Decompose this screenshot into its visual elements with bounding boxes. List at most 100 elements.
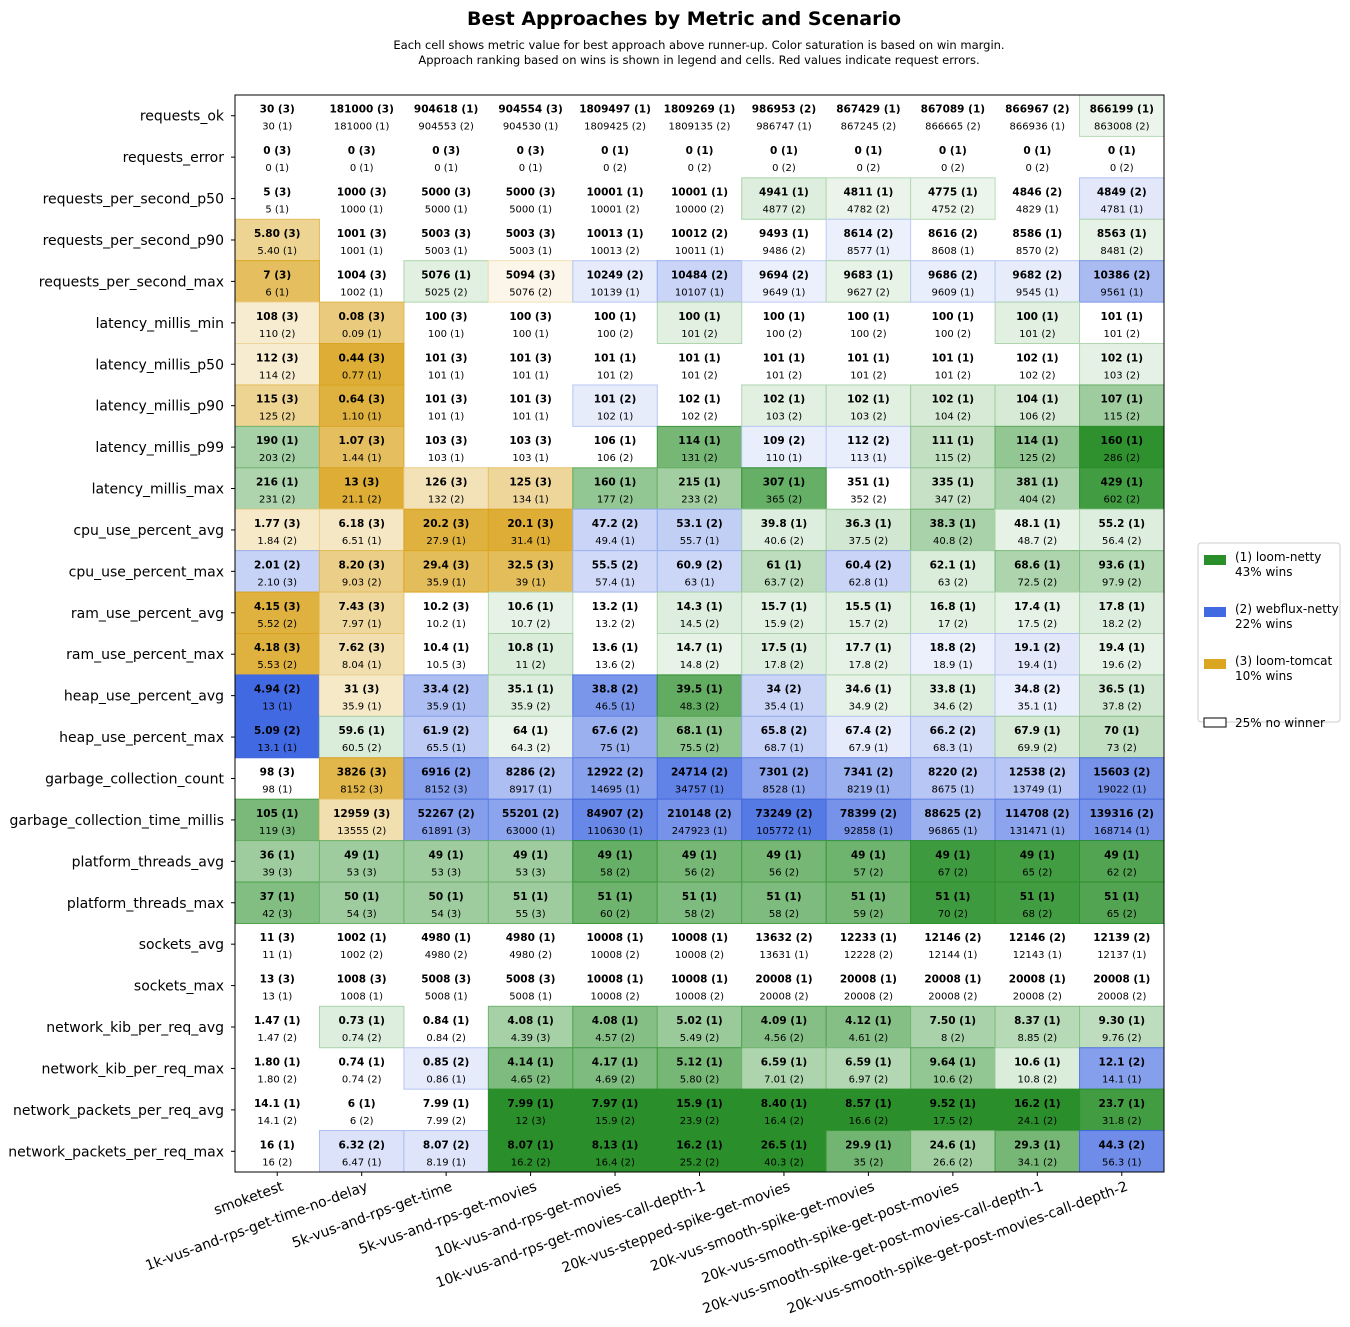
heatmap-cell: 0.73 (1) 0.74 (2) (318, 1005, 405, 1049)
cell-winner-value: 19.1 (2) (1014, 642, 1060, 654)
cell-winner-value: 8286 (2) (506, 766, 556, 778)
heatmap-cell: 14.3 (1) 14.5 (2) (656, 591, 743, 634)
cell-winner-value: 139316 (2) (1090, 808, 1154, 820)
cell-runner-up-value: 1.84 (2) (257, 536, 297, 547)
heatmap-cell: 4.09 (1) 4.56 (2) (741, 1005, 827, 1049)
heatmap-cell: 37 (1) 42 (3) (234, 881, 320, 924)
cell-winner-value: 190 (1) (256, 435, 298, 447)
cell-winner-value: 5003 (3) (506, 228, 556, 240)
cell-runner-up-value: 100 (1) (512, 329, 549, 340)
cell-background (403, 757, 489, 800)
heatmap-cell: 5.12 (1) 5.80 (2) (656, 1047, 743, 1090)
cell-winner-value: 67.9 (1) (1014, 725, 1060, 737)
cell-background (1079, 881, 1165, 924)
cell-runner-up-value: 102 (2) (1019, 370, 1056, 381)
cell-background (487, 467, 574, 510)
cell-runner-up-value: 1.44 (1) (342, 453, 382, 464)
cell-background (1079, 1088, 1165, 1132)
cell-background (994, 1047, 1081, 1090)
cell-winner-value: 100 (1) (763, 311, 805, 323)
cell-runner-up-value: 34757 (1) (675, 784, 724, 795)
cell-runner-up-value: 8570 (2) (1016, 246, 1059, 257)
cell-winner-value: 8.40 (1) (761, 1098, 807, 1110)
cell-runner-up-value: 10001 (2) (590, 205, 639, 216)
cell-runner-up-value: 6.51 (1) (342, 536, 382, 547)
cell-winner-value: 49 (1) (682, 849, 717, 861)
cell-runner-up-value: 35.4 (1) (764, 702, 804, 713)
heatmap-cell: 30 (3) 30 (1) (260, 104, 295, 133)
cell-background (741, 467, 827, 510)
heatmap-cell: 17.5 (1) 17.8 (2) (741, 633, 827, 676)
cell-runner-up-value: 73 (2) (1107, 743, 1137, 754)
heatmap-cell: 866967 (2) 866936 (1) (1005, 104, 1069, 133)
cell-background (1079, 633, 1165, 676)
cell-background (656, 1088, 743, 1132)
heatmap-cell: 0 (3) 0 (1) (517, 145, 545, 174)
cell-background (656, 425, 743, 469)
heatmap-cell: 160 (1) 286 (2) (1079, 425, 1165, 469)
cell-runner-up-value: 40.3 (2) (764, 1157, 804, 1168)
heatmap-cell: 867429 (1) 867245 (2) (836, 104, 900, 133)
cell-winner-value: 5008 (3) (506, 974, 556, 986)
cell-background (572, 881, 658, 924)
heatmap-cell: 9.52 (1) 17.5 (2) (910, 1088, 996, 1132)
heatmap-cell: 9493 (1) 9486 (2) (759, 228, 809, 257)
cell-winner-value: 8.13 (1) (592, 1139, 638, 1151)
cell-background (825, 425, 912, 469)
cell-runner-up-value: 7.99 (2) (426, 1116, 466, 1127)
cell-winner-value: 9682 (2) (1012, 269, 1062, 281)
cell-runner-up-value: 0.84 (2) (426, 1033, 466, 1044)
cell-runner-up-value: 56.3 (1) (1102, 1157, 1142, 1168)
cell-runner-up-value: 46.5 (1) (595, 702, 635, 713)
cell-background (994, 1005, 1081, 1049)
cell-background (318, 715, 405, 759)
cell-runner-up-value: 10013 (2) (590, 246, 639, 257)
heatmap-cell: 307 (1) 365 (2) (741, 467, 827, 510)
cell-runner-up-value: 6.47 (1) (342, 1157, 382, 1168)
heatmap-cell: 20.2 (3) 27.9 (1) (403, 508, 489, 552)
cell-runner-up-value: 26.6 (2) (933, 1157, 973, 1168)
cell-runner-up-value: 100 (2) (766, 329, 803, 340)
cell-background (403, 881, 489, 924)
cell-winner-value: 0.74 (1) (338, 1056, 384, 1068)
heatmap-cell: 10386 (2) 9561 (1) (1079, 260, 1165, 303)
heatmap-cell: 9.30 (1) 9.76 (2) (1079, 1005, 1165, 1049)
cell-runner-up-value: 7.01 (2) (764, 1074, 804, 1085)
cell-background (487, 633, 574, 676)
heatmap-cell: 0 (1) 0 (2) (770, 145, 798, 174)
cell-background (825, 633, 912, 676)
cell-winner-value: 48.1 (1) (1014, 518, 1060, 530)
cell-runner-up-value: 13555 (2) (337, 826, 386, 837)
heatmap-cell: 4.15 (3) 5.52 (2) (234, 591, 320, 634)
cell-runner-up-value: 18.9 (1) (933, 660, 973, 671)
cell-runner-up-value: 231 (2) (259, 495, 296, 506)
row-label-platform-threads-avg: platform_threads_avg (72, 854, 224, 870)
cell-runner-up-value: 72.5 (2) (1018, 577, 1058, 588)
cell-winner-value: 26.5 (1) (761, 1139, 807, 1151)
heatmap-cell: 50 (1) 54 (3) (403, 881, 489, 924)
heatmap-cell: 101 (1) 101 (2) (678, 352, 720, 381)
cell-background (1079, 343, 1165, 386)
heatmap-cell: 3826 (3) 8152 (3) (318, 757, 405, 800)
cell-winner-value: 10008 (1) (671, 974, 728, 986)
cell-winner-value: 0.73 (1) (338, 1015, 384, 1027)
cell-runner-up-value: 125 (2) (259, 412, 296, 423)
cell-winner-value: 67.6 (2) (592, 725, 638, 737)
cell-winner-value: 307 (1) (763, 477, 805, 489)
cell-winner-value: 38.3 (1) (930, 518, 976, 530)
cell-runner-up-value: 4.57 (2) (595, 1033, 635, 1044)
cell-runner-up-value: 42 (3) (262, 909, 292, 920)
heatmap-cell: 9.64 (1) 10.6 (2) (910, 1047, 996, 1090)
heatmap-cell: 17.7 (1) 17.8 (2) (825, 633, 912, 676)
row-labels: requests_ok requests_error requests_per_se… (8, 109, 235, 1160)
heatmap-cell: 101 (3) 101 (1) (509, 394, 551, 423)
heatmap-cell: 9694 (2) 9649 (1) (741, 260, 827, 303)
cell-runner-up-value: 110 (2) (259, 329, 296, 340)
legend-wins: 22% wins (1235, 617, 1293, 631)
cell-winner-value: 866967 (2) (1005, 104, 1069, 116)
cell-runner-up-value: 102 (1) (597, 412, 634, 423)
cell-winner-value: 8.37 (1) (1014, 1015, 1060, 1027)
cell-background (234, 467, 320, 510)
heatmap-cell: 104 (1) 106 (2) (994, 384, 1081, 427)
